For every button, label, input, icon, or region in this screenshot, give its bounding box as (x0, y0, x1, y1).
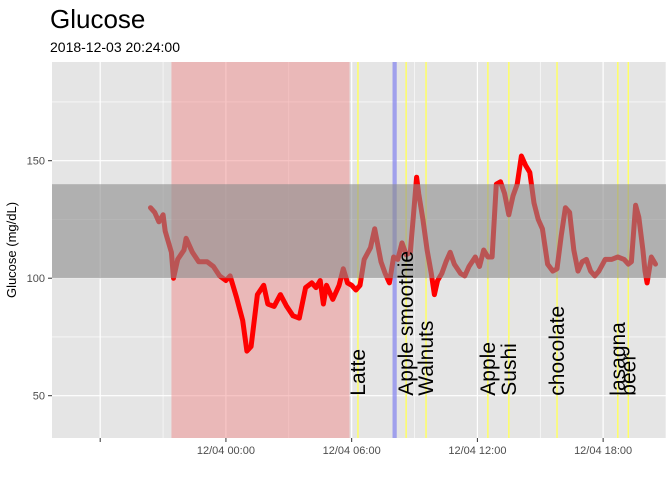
food-event-label: Latte (347, 349, 370, 396)
target-range-band (52, 184, 666, 279)
y-tick-label: 100 (27, 273, 45, 285)
x-tick-label: 12/04 00:00 (197, 445, 255, 457)
x-tick-label: 12/04 12:00 (448, 445, 506, 457)
chart-subtitle: 2018-12-03 20:24:00 (50, 39, 180, 55)
y-tick-label: 150 (27, 156, 45, 168)
glucose-series (52, 153, 666, 354)
food-event-label: chocolate (546, 306, 569, 396)
x-tick-label: 12/04 18:00 (574, 445, 632, 457)
food-event-label: lasagna (607, 322, 630, 396)
food-event-label: beer (617, 354, 640, 396)
chart-title: Glucose (50, 4, 146, 34)
food-event-label: Apple (477, 342, 500, 396)
y-tick-label: 50 (33, 391, 45, 403)
axes: 12/04 00:00 12/04 06:00 12/04 12:00 12/04 1… (27, 156, 633, 457)
x-tick-label: 12/04 06:00 (323, 445, 381, 457)
food-event-label: Walnuts (415, 321, 438, 396)
food-event-label: Sushi (498, 343, 521, 396)
y-axis-title: Glucose (mg/dL) (4, 202, 19, 298)
food-event-label: Apple smoothie (395, 251, 418, 396)
